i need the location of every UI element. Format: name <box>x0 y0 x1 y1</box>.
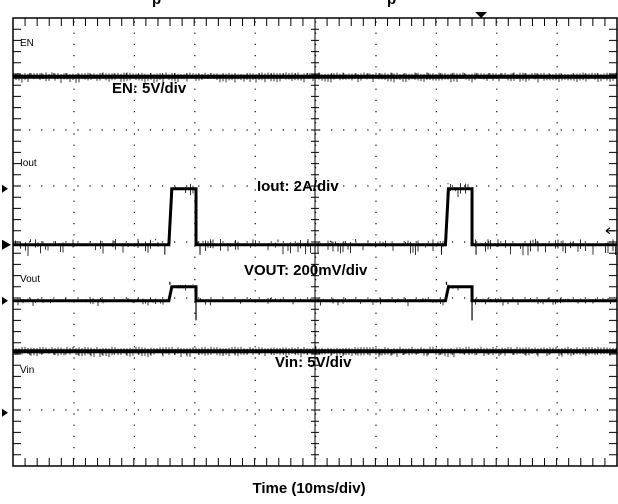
trigger-position-marker <box>475 12 488 18</box>
trace-noise-vin <box>12 346 617 358</box>
channel-name-vin: Vin <box>20 365 34 376</box>
ch1-ground-marker <box>2 184 8 193</box>
oscilloscope-plot: EN EN: 5V/div Iout Iout: 2A/div Vout VOUT: 20… <box>2 12 618 467</box>
trace-edges-iout <box>164 188 477 255</box>
scale-label-en: EN: 5V/div <box>112 80 187 97</box>
ch2-ground-marker <box>2 239 11 250</box>
scale-label-vout: VOUT: 200mV/div <box>244 262 368 279</box>
scale-label-vin: Vin: 5V/div <box>275 354 352 371</box>
channel-name-vout: Vout <box>20 274 40 285</box>
trigger-level-marker <box>605 227 615 235</box>
channel-name-iout: Iout <box>20 158 37 169</box>
ch3-ground-marker <box>2 296 8 305</box>
x-axis-label-prefix: Time (10ms/ <box>252 480 339 497</box>
labels: EN EN: 5V/div Iout Iout: 2A/div Vout VOUT: 20… <box>20 38 368 376</box>
channel-markers <box>2 12 615 417</box>
trace-undershoot-vout <box>169 281 473 321</box>
traces <box>12 72 617 358</box>
scale-label-iout: Iout: 2A/div <box>257 178 339 195</box>
axis-ticks <box>12 17 617 467</box>
trace-noise-en <box>12 72 617 84</box>
x-axis-label-suffix: ) <box>360 480 366 497</box>
tick-marks <box>12 17 617 467</box>
grid-dots <box>17 21 611 460</box>
chart-title-fragment: p p <box>0 0 618 9</box>
ch4-ground-marker <box>2 408 8 417</box>
x-axis-label: Time (10ms/div) <box>0 480 618 497</box>
trace-noise-vout <box>12 284 616 307</box>
channel-name-en: EN <box>20 38 34 49</box>
trace-noise-iout <box>15 183 616 256</box>
grid <box>17 21 611 460</box>
title-fragment-2: p <box>387 0 396 8</box>
x-axis-label-unit: div <box>338 480 361 497</box>
title-fragment-1: p <box>152 0 161 8</box>
